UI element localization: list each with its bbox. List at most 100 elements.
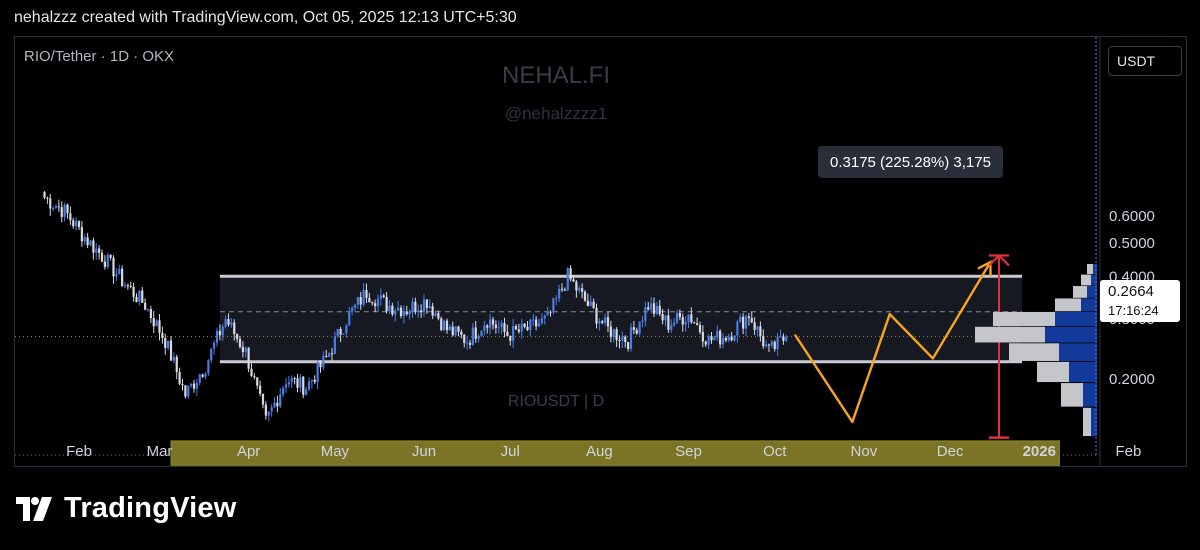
candle[interactable]: [204, 372, 207, 380]
candle[interactable]: [267, 411, 270, 422]
candle[interactable]: [316, 360, 319, 390]
candle[interactable]: [489, 314, 492, 335]
candle[interactable]: [299, 374, 302, 393]
candle[interactable]: [474, 320, 477, 343]
candle[interactable]: [184, 385, 187, 399]
candle[interactable]: [684, 316, 687, 332]
candle[interactable]: [463, 334, 466, 348]
candle[interactable]: [569, 265, 572, 282]
candle[interactable]: [759, 321, 762, 342]
candle[interactable]: [106, 252, 109, 269]
candle[interactable]: [261, 393, 265, 409]
candle[interactable]: [195, 378, 198, 396]
candle[interactable]: [333, 331, 336, 355]
candle[interactable]: [49, 194, 52, 216]
candle[interactable]: [319, 360, 322, 373]
candle[interactable]: [457, 325, 460, 337]
candle[interactable]: [779, 329, 782, 338]
candle[interactable]: [448, 324, 451, 331]
candle[interactable]: [719, 329, 722, 349]
candle[interactable]: [374, 299, 377, 312]
candle[interactable]: [727, 333, 730, 343]
candle[interactable]: [365, 283, 368, 303]
candle[interactable]: [601, 319, 604, 325]
candle[interactable]: [546, 306, 549, 316]
candle[interactable]: [54, 203, 58, 210]
candle[interactable]: [655, 301, 658, 316]
candle[interactable]: [100, 249, 104, 263]
candle[interactable]: [172, 352, 175, 364]
candle[interactable]: [190, 383, 193, 388]
candle[interactable]: [213, 340, 216, 355]
candle[interactable]: [129, 281, 132, 289]
candle[interactable]: [296, 374, 299, 393]
candle[interactable]: [552, 297, 555, 315]
candle[interactable]: [658, 299, 661, 317]
candle[interactable]: [121, 265, 124, 288]
candle[interactable]: [112, 255, 115, 284]
candle[interactable]: [325, 349, 328, 358]
candle[interactable]: [313, 375, 316, 385]
candle[interactable]: [428, 299, 431, 309]
candle[interactable]: [256, 377, 259, 390]
candle[interactable]: [351, 305, 354, 316]
candle[interactable]: [675, 309, 679, 324]
candle[interactable]: [342, 333, 345, 335]
candle[interactable]: [586, 293, 589, 307]
candle[interactable]: [500, 320, 503, 334]
candle[interactable]: [167, 340, 170, 351]
candle[interactable]: [210, 347, 213, 364]
candle[interactable]: [549, 310, 552, 317]
candle[interactable]: [652, 297, 656, 317]
candle[interactable]: [328, 352, 331, 357]
candle[interactable]: [425, 299, 428, 314]
candle[interactable]: [368, 292, 371, 303]
candle[interactable]: [581, 283, 584, 299]
candle[interactable]: [471, 322, 474, 347]
candle[interactable]: [250, 363, 253, 377]
candle[interactable]: [701, 325, 704, 348]
candle[interactable]: [566, 267, 569, 292]
candle[interactable]: [92, 237, 95, 260]
candle[interactable]: [477, 334, 480, 343]
candle[interactable]: [259, 380, 262, 397]
candle[interactable]: [526, 321, 529, 331]
candle[interactable]: [109, 254, 112, 261]
candle[interactable]: [664, 314, 667, 327]
candle[interactable]: [466, 336, 469, 351]
candle[interactable]: [175, 354, 178, 380]
candle[interactable]: [678, 309, 681, 321]
candle[interactable]: [293, 376, 296, 385]
candle[interactable]: [491, 316, 495, 330]
candle[interactable]: [440, 316, 443, 332]
candle[interactable]: [391, 302, 394, 317]
candle[interactable]: [284, 377, 288, 394]
candle[interactable]: [238, 335, 242, 349]
candle[interactable]: [57, 199, 60, 212]
candle[interactable]: [279, 387, 282, 408]
candle[interactable]: [517, 323, 520, 334]
candle[interactable]: [509, 335, 512, 346]
candle[interactable]: [431, 302, 434, 320]
candle[interactable]: [253, 373, 256, 380]
candle[interactable]: [141, 287, 144, 303]
candle[interactable]: [632, 320, 635, 335]
candle[interactable]: [612, 328, 615, 343]
candle[interactable]: [408, 309, 411, 320]
tradingview-logo[interactable]: TradingView: [16, 492, 237, 525]
candle[interactable]: [635, 327, 638, 335]
candle[interactable]: [673, 318, 676, 328]
candle[interactable]: [215, 327, 219, 347]
candle[interactable]: [307, 377, 311, 392]
candle[interactable]: [437, 310, 440, 321]
candle[interactable]: [198, 373, 201, 386]
candle[interactable]: [339, 326, 342, 343]
candle[interactable]: [77, 220, 81, 230]
candle[interactable]: [609, 320, 612, 343]
candle[interactable]: [785, 334, 788, 342]
candle[interactable]: [353, 303, 357, 312]
candle[interactable]: [451, 321, 454, 337]
candle[interactable]: [236, 333, 239, 343]
candle[interactable]: [103, 255, 106, 270]
chart-pane[interactable]: NEHAL.FI @nehalzzzz1 RIOUSDT | D 0.10000…: [14, 36, 1187, 467]
